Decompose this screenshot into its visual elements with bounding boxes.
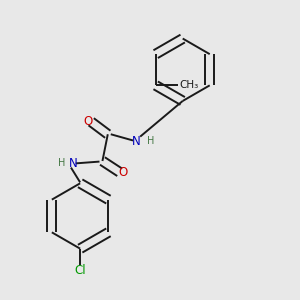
- Text: O: O: [118, 166, 127, 179]
- Text: H: H: [147, 136, 154, 146]
- Text: N: N: [132, 135, 141, 148]
- Text: O: O: [83, 115, 92, 128]
- Text: H: H: [58, 158, 66, 168]
- Text: Cl: Cl: [74, 264, 86, 277]
- Text: N: N: [69, 157, 78, 170]
- Text: CH₃: CH₃: [179, 80, 199, 90]
